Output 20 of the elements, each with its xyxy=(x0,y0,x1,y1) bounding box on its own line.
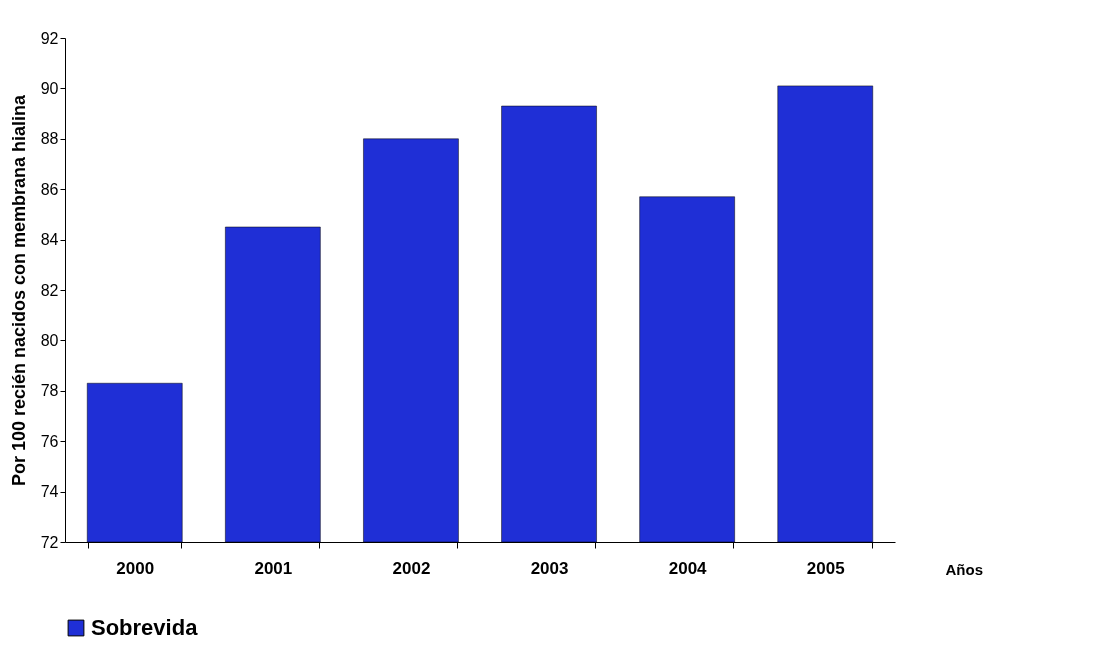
y-tick-label: 86 xyxy=(40,180,59,198)
y-tick-label: 80 xyxy=(40,331,59,349)
y-tick-label: 84 xyxy=(40,231,59,249)
y-tick-label: 74 xyxy=(40,483,59,501)
x-tick-label: 2000 xyxy=(116,558,155,578)
x-tick-label: 2004 xyxy=(668,558,708,578)
x-tick-label: 2005 xyxy=(806,558,845,578)
x-tick-label: 2001 xyxy=(254,558,293,578)
y-tick-label: 72 xyxy=(40,533,59,551)
y-tick-label: 76 xyxy=(40,432,59,450)
x-tick-label: 2003 xyxy=(530,558,569,578)
y-axis-title: Por 100 recién nacidos con membrana hialina xyxy=(8,93,29,487)
y-tick-label: 78 xyxy=(40,382,59,400)
legend-label: Sobrevida xyxy=(91,615,199,640)
y-tick-label: 82 xyxy=(40,281,59,299)
y-tick-label: 88 xyxy=(40,130,59,148)
x-tick-label: 2002 xyxy=(392,558,431,578)
x-axis-title: Años xyxy=(945,560,983,578)
y-tick-label: 90 xyxy=(40,79,59,97)
y-tick-label: 92 xyxy=(40,29,59,47)
